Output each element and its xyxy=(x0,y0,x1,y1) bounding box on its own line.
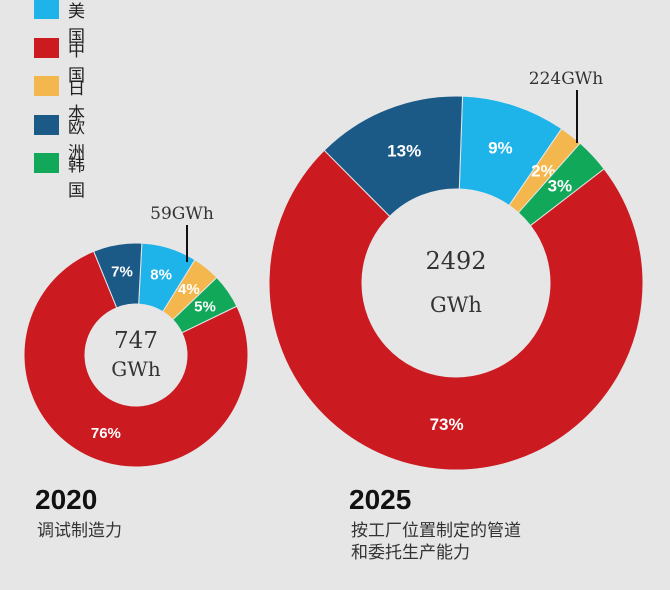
caption-2020: 调试制造力 xyxy=(37,521,122,541)
caption-2025: 按工厂位置制定的管道 和委托生产能力 xyxy=(351,520,521,564)
center-value-2025: 2492 xyxy=(425,247,486,275)
slice-2020-3 xyxy=(23,250,249,468)
legend-label-china: 中国 xyxy=(68,40,85,86)
slice-label-2020-1: 4% xyxy=(178,281,200,298)
slice-2025-3 xyxy=(268,149,644,471)
slice-label-2020-2: 5% xyxy=(194,299,216,316)
year-2025: 2025 xyxy=(349,484,412,515)
caption-2025-line-2: 和委托生产能力 xyxy=(351,543,470,563)
legend-label-japan: 日本 xyxy=(68,79,85,124)
slice-label-2025-0: 9% xyxy=(488,139,513,158)
slice-label-2025-4: 13% xyxy=(387,141,421,160)
slice-label-2025-1: 2% xyxy=(531,162,556,181)
legend-label-europe: 欧洲 xyxy=(68,117,85,163)
legend-swatch-europe xyxy=(34,114,59,135)
legend-label-korea: 韩国 xyxy=(68,156,85,201)
center-unit-2020: GWh xyxy=(111,357,161,381)
legend-swatch-us xyxy=(34,0,59,19)
slice-label-2025-3: 73% xyxy=(430,415,464,434)
slice-2025-4 xyxy=(323,95,464,218)
year-2020: 2020 xyxy=(35,484,98,515)
legend-swatch-china xyxy=(34,37,59,58)
callout-label-2020: 59GWh xyxy=(150,204,214,224)
legend-swatch-japan xyxy=(34,76,59,96)
slice-label-2020-4: 7% xyxy=(111,264,133,281)
legend-label-us: 美国 xyxy=(68,2,85,47)
slice-2020-4 xyxy=(93,242,143,309)
callout-label-2025: 224GWh xyxy=(529,69,604,89)
center-value-2020: 747 xyxy=(114,328,158,354)
slice-label-2020-0: 8% xyxy=(150,266,172,283)
slice-label-2020-3: 76% xyxy=(91,425,121,442)
caption-2025-line-1: 按工厂位置制定的管道 xyxy=(351,521,521,541)
center-unit-2025: GWh xyxy=(430,293,482,317)
slice-label-2025-2: 3% xyxy=(548,177,573,196)
legend-swatch-korea xyxy=(34,153,59,173)
